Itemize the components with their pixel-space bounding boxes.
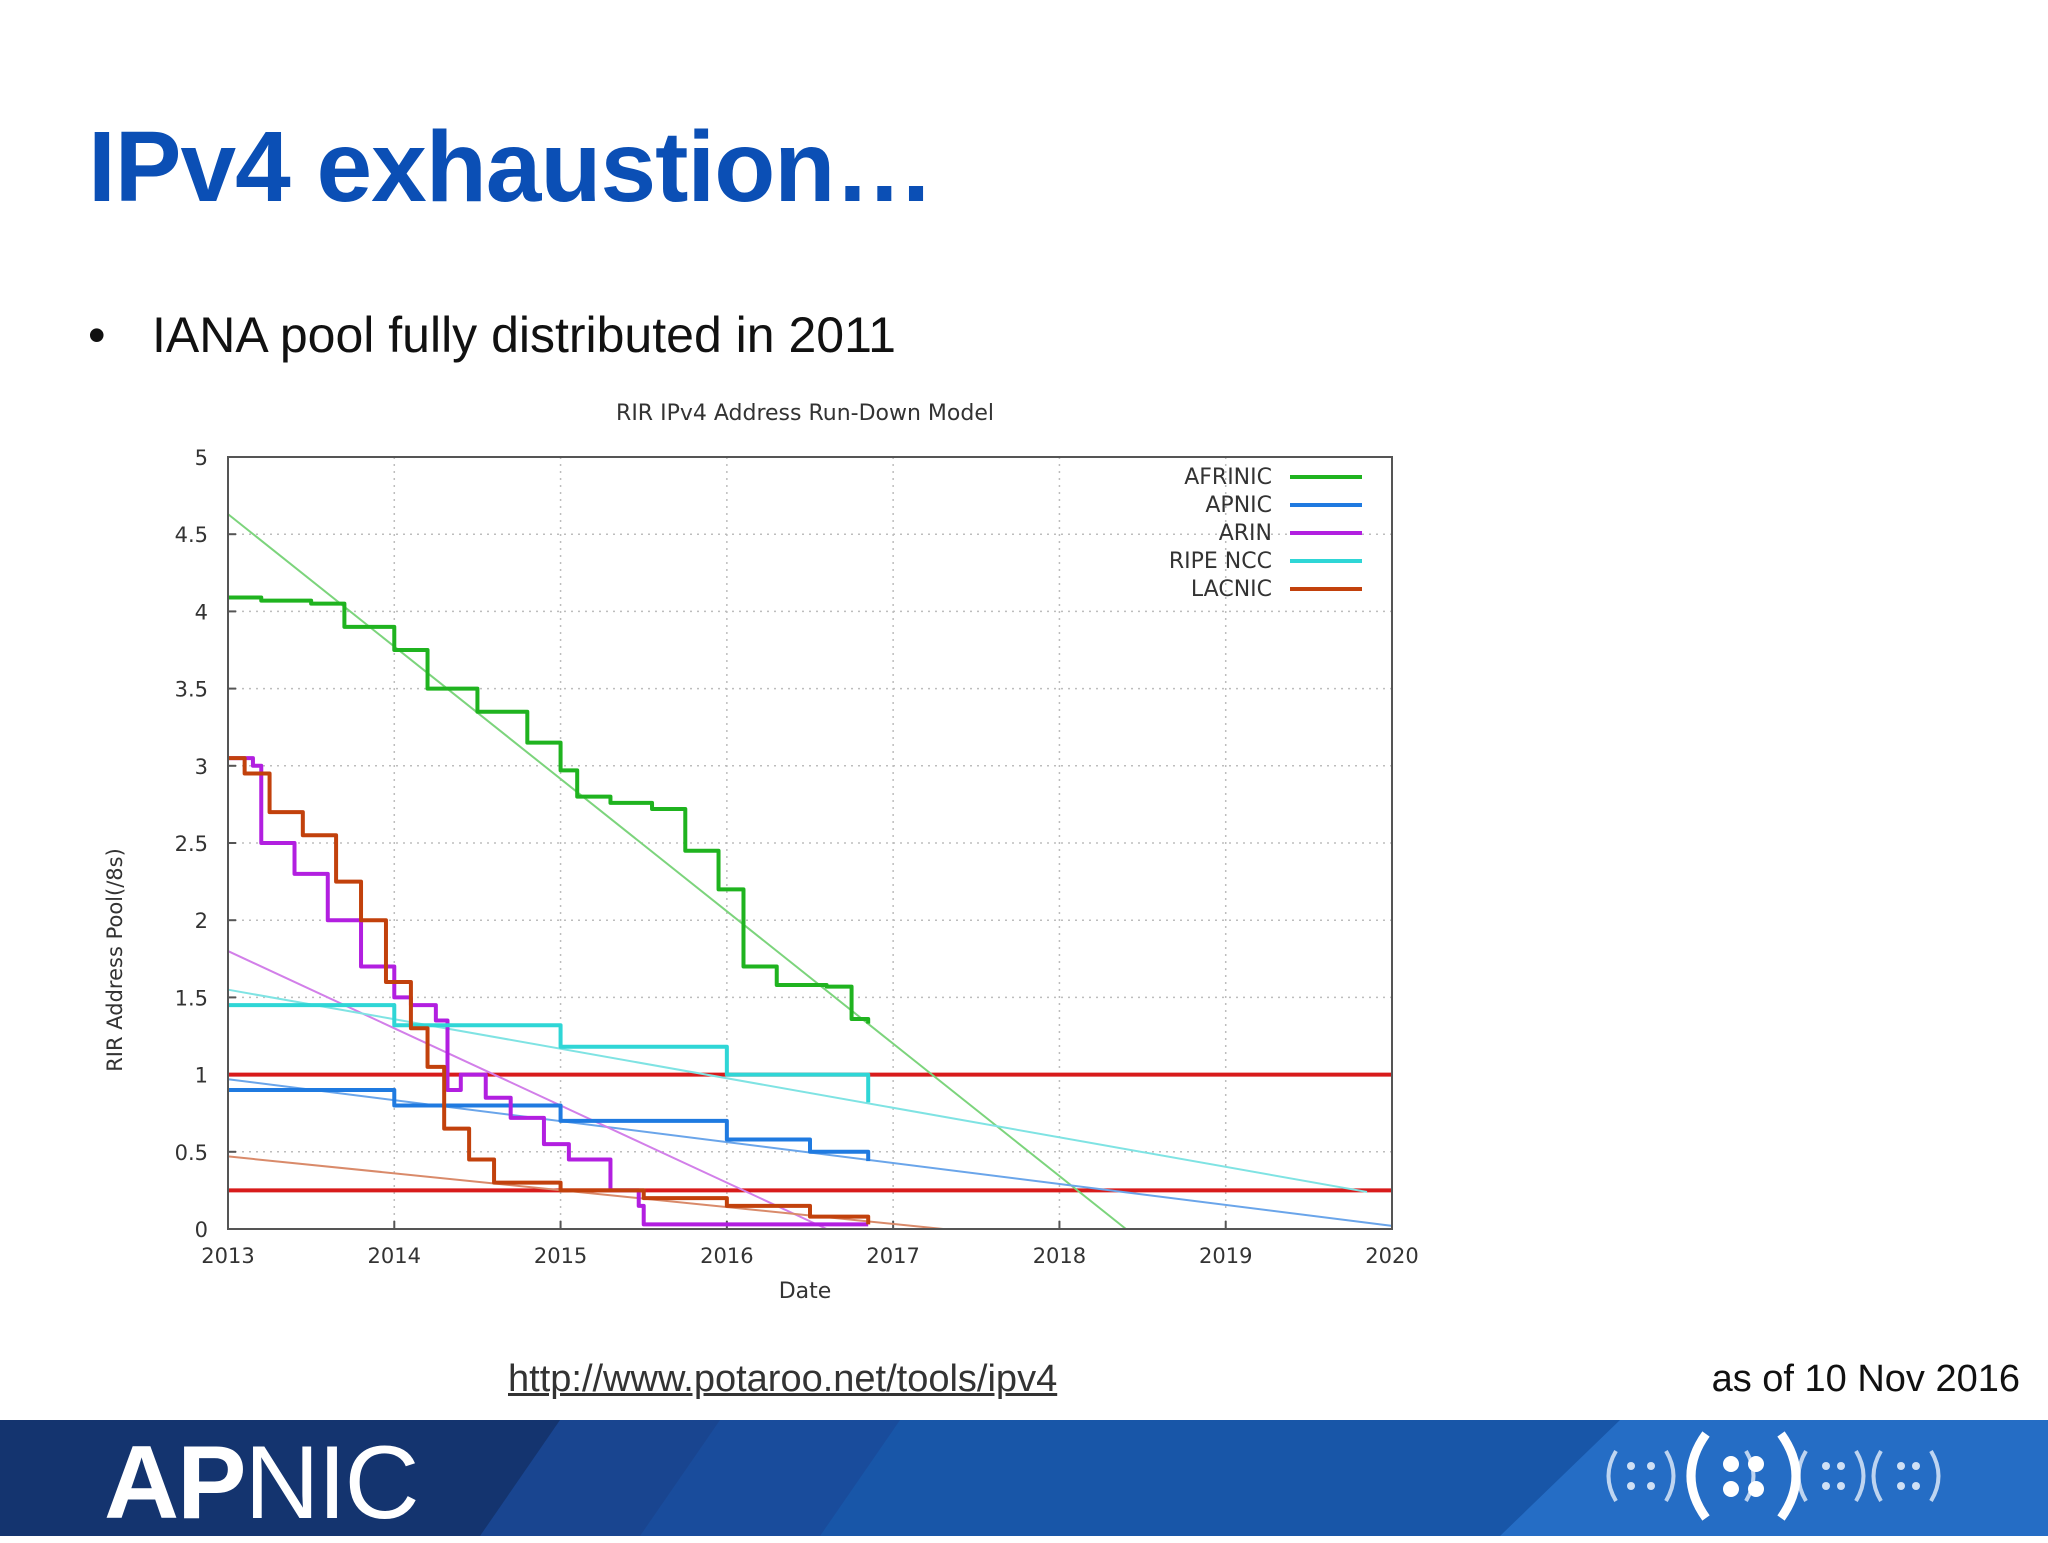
y-tick-label: 1.5: [175, 986, 208, 1010]
y-tick-labels: 0 0.5 1 1.5 2 2.5 3 3.5 4 4.5 5: [175, 446, 208, 1242]
y-tick-label: 0.5: [175, 1141, 208, 1165]
x-axis-label: Date: [779, 1279, 832, 1304]
y-tick-label: 1: [195, 1064, 208, 1088]
y-tick-label: 0: [195, 1218, 208, 1242]
chart-legend: AFRINIC APNIC ARIN RIPE NCC LACNIC: [1169, 465, 1362, 602]
chart-background: [80, 385, 1440, 1325]
apnic-dots-emblem-icon: [1606, 1431, 1941, 1521]
x-tick-label: 2019: [1199, 1244, 1252, 1268]
y-tick-label: 3: [195, 755, 208, 779]
x-tick-label: 2014: [368, 1244, 421, 1268]
legend-label: RIPE NCC: [1169, 549, 1272, 574]
x-tick-label: 2018: [1033, 1244, 1086, 1268]
y-tick-label: 3.5: [175, 678, 208, 702]
apnic-logo-bold: AP: [104, 1425, 246, 1541]
x-tick-label: 2013: [201, 1244, 254, 1268]
series-line-ripe-ncc: [228, 1003, 871, 1103]
y-tick-label: 5: [195, 446, 208, 470]
run-down-chart: RIR IPv4 Address Run-Down Model 0 0.5 1 1.5…: [80, 385, 1440, 1325]
projection-line-arin: [227, 950, 828, 1230]
as-of-date: as of 10 Nov 2016: [1711, 1358, 2020, 1400]
legend-label: AFRINIC: [1184, 465, 1272, 490]
y-tick-label: 4: [195, 600, 208, 624]
bullet-item: • IANA pool fully distributed in 2011: [88, 306, 896, 364]
x-tick-label: 2017: [866, 1244, 919, 1268]
source-link[interactable]: http://www.potaroo.net/tools/ipv4: [508, 1358, 1058, 1400]
legend-label: APNIC: [1205, 493, 1272, 518]
series-line-apnic: [228, 1088, 871, 1162]
apnic-logo: APNIC: [104, 1424, 420, 1543]
projection-line-afrinic: [227, 513, 1127, 1230]
series-lines: [228, 595, 871, 1227]
footer-stripe: [480, 1420, 900, 1536]
x-tick-label: 2020: [1365, 1244, 1418, 1268]
series-line-lacnic: [228, 756, 871, 1225]
legend-label: LACNIC: [1191, 577, 1272, 602]
chart-title: RIR IPv4 Address Run-Down Model: [616, 401, 994, 426]
x-tick-labels: 2013 2014 2015 2016 2017 2018 2019 2020: [201, 1244, 1418, 1268]
y-tick-label: 2: [195, 909, 208, 933]
footer-light-panel: [1500, 1420, 2048, 1536]
y-tick-label: 4.5: [175, 523, 208, 547]
series-line-afrinic: [228, 595, 871, 1024]
legend-label: ARIN: [1219, 521, 1272, 546]
y-axis-label: RIR Address Pool(/8s): [103, 848, 127, 1072]
x-tick-label: 2015: [534, 1244, 587, 1268]
bullet-text: IANA pool fully distributed in 2011: [152, 307, 896, 363]
x-tick-label: 2016: [700, 1244, 753, 1268]
bullet-icon: •: [88, 307, 106, 363]
apnic-logo-thin: NIC: [244, 1425, 419, 1541]
slide-title: IPv4 exhaustion…: [88, 111, 934, 223]
y-tick-label: 2.5: [175, 832, 208, 856]
plot-frame: [227, 456, 1393, 1230]
